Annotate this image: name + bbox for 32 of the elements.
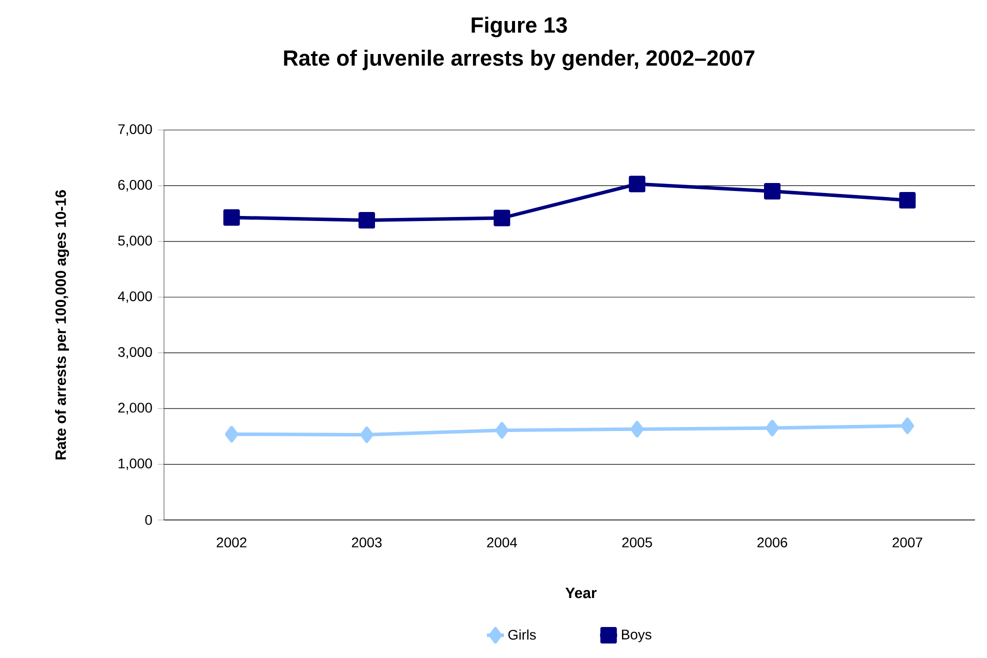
point [899,192,916,208]
x-tick-label: 2003 [352,537,382,548]
point [358,212,376,228]
point [628,176,646,192]
y-tick-label: 5,000 [118,236,152,248]
y-tick-label: 1,000 [118,458,152,470]
point [360,426,374,443]
x-axis-title: Year [565,588,597,598]
legend-label: Girls [508,629,536,640]
x-tick-label: 2006 [757,537,788,548]
point [900,418,914,434]
y-tick-label: 7,000 [118,124,152,136]
x-tick-label: 2002 [216,537,246,548]
point [223,209,240,226]
legend-label: Boys [622,630,652,642]
point [630,420,644,438]
point [495,422,509,439]
y-axis-title: Rate of arrests per 100,000 ages 10-16 [55,190,70,460]
y-tick-label: 4,000 [118,291,152,303]
y-tick-label: 0 [145,515,152,525]
y-tick-label: 2,000 [118,402,152,414]
chart-subtitle: Rate of juvenile arrests by gender, 2002–2007 [284,50,754,70]
x-tick-label: 2007 [892,537,922,548]
y-tick-label: 6,000 [118,180,152,192]
x-tick-label: 2005 [622,537,652,548]
point [766,420,779,436]
y-tick-label: 3,000 [118,347,152,359]
chart-title: Figure 13 [472,16,567,38]
point [494,210,510,226]
point [224,426,238,442]
point [764,183,781,200]
x-tick-label: 2004 [487,537,518,548]
